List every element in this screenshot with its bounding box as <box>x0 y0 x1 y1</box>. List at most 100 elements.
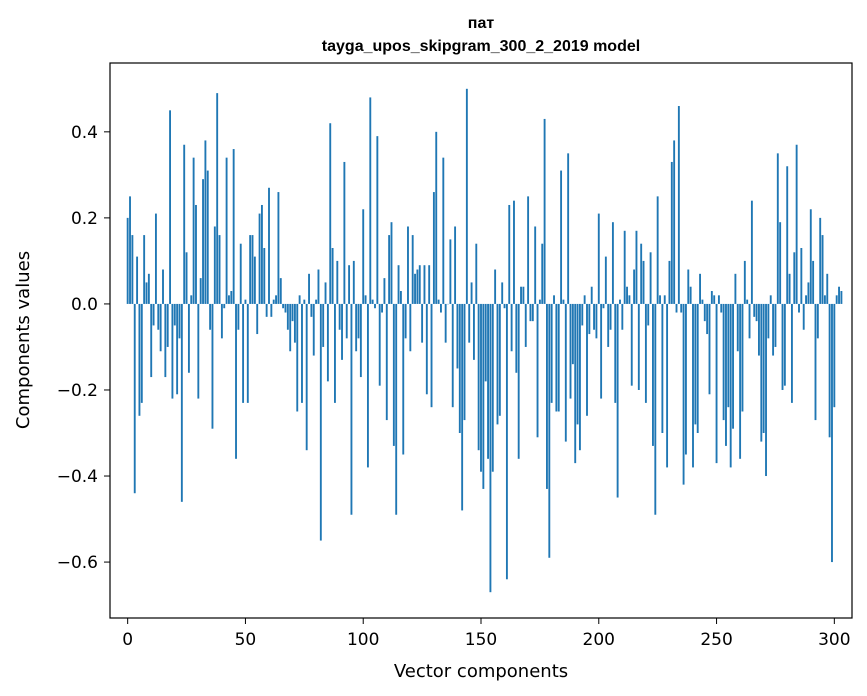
bar-109 <box>383 278 386 304</box>
bar-131 <box>435 131 438 304</box>
bar-227 <box>661 303 664 433</box>
bar-107 <box>378 303 381 386</box>
bar-104 <box>371 299 374 304</box>
bar-278 <box>781 303 784 390</box>
bar-152 <box>484 303 487 382</box>
bar-172 <box>531 303 534 322</box>
bar-301 <box>835 295 838 304</box>
bar-213 <box>628 295 631 304</box>
bar-121 <box>411 235 414 304</box>
bar-40 <box>220 303 223 339</box>
bar-110 <box>385 303 388 421</box>
bar-181 <box>553 295 555 304</box>
bar-33 <box>204 140 207 304</box>
bar-200 <box>597 213 600 304</box>
bar-38 <box>216 93 219 304</box>
bar-190 <box>574 303 577 464</box>
x-tick-label: 200 <box>583 630 615 650</box>
bar-289 <box>807 282 810 304</box>
bar-161 <box>505 303 508 580</box>
bar-255 <box>727 303 730 408</box>
bar-58 <box>263 248 266 304</box>
bar-234 <box>677 106 680 304</box>
bar-154 <box>489 303 492 593</box>
bar-238 <box>687 269 690 304</box>
bar-63 <box>275 295 277 304</box>
bar-287 <box>802 303 805 330</box>
bar-16 <box>164 303 167 378</box>
bar-258 <box>734 273 737 304</box>
bar-126 <box>423 265 426 304</box>
bar-180 <box>550 303 553 403</box>
x-tick-label: 100 <box>347 630 379 650</box>
bar-302 <box>838 286 840 304</box>
bar-268 <box>758 303 760 356</box>
bar-292 <box>814 303 817 421</box>
bar-135 <box>444 303 447 343</box>
bar-24 <box>183 144 186 304</box>
bar-122 <box>414 273 416 304</box>
bar-27 <box>190 295 193 304</box>
bar-265 <box>750 200 753 304</box>
bar-28 <box>192 157 195 304</box>
bar-162 <box>508 204 511 304</box>
bar-144 <box>465 88 468 304</box>
bar-266 <box>753 303 756 317</box>
bar-293 <box>816 303 819 339</box>
bar-243 <box>699 273 701 304</box>
bar-260 <box>739 303 742 459</box>
bar-46 <box>235 303 237 459</box>
bar-68 <box>286 303 289 330</box>
bar-93 <box>345 303 348 339</box>
bar-217 <box>637 303 640 390</box>
bar-25 <box>185 252 188 304</box>
bar-133 <box>440 303 442 313</box>
bar-178 <box>546 303 548 489</box>
bar-166 <box>517 303 520 459</box>
bar-250 <box>715 303 718 464</box>
bar-148 <box>475 243 478 304</box>
y-tick-label: −0.4 <box>57 467 98 487</box>
bar-219 <box>642 260 645 304</box>
bar-257 <box>732 303 734 429</box>
bar-78 <box>310 303 313 317</box>
bar-141 <box>458 303 461 433</box>
bar-202 <box>602 303 605 309</box>
bar-283 <box>793 252 796 304</box>
bar-119 <box>407 226 409 304</box>
bar-244 <box>701 299 704 304</box>
bar-232 <box>673 140 676 304</box>
bar-127 <box>425 303 428 395</box>
bar-297 <box>826 273 829 304</box>
x-tick-label: 0 <box>122 630 133 650</box>
bar-165 <box>515 303 518 373</box>
bar-277 <box>779 222 782 304</box>
bar-254 <box>725 303 727 446</box>
bar-74 <box>301 303 303 403</box>
bar-123 <box>416 269 419 304</box>
bar-218 <box>640 243 643 304</box>
bar-226 <box>659 295 661 304</box>
bar-282 <box>790 303 793 403</box>
bar-182 <box>555 303 558 412</box>
bar-88 <box>334 303 336 403</box>
plot-frame <box>109 62 853 619</box>
bar-53 <box>251 235 254 304</box>
bar-128 <box>428 265 431 304</box>
bar-5 <box>138 303 141 416</box>
bar-106 <box>376 136 379 304</box>
bar-249 <box>713 295 716 304</box>
bar-95 <box>350 303 353 515</box>
bar-291 <box>812 260 815 304</box>
bar-188 <box>569 303 572 399</box>
bar-145 <box>468 303 471 343</box>
x-tick-label: 150 <box>465 630 497 650</box>
bar-197 <box>590 286 593 304</box>
bar-205 <box>609 303 612 330</box>
bar-67 <box>284 303 287 313</box>
bar-62 <box>272 299 275 304</box>
bar-81 <box>317 269 320 304</box>
bar-271 <box>765 303 767 477</box>
bar-98 <box>357 303 360 339</box>
bar-201 <box>600 303 603 399</box>
